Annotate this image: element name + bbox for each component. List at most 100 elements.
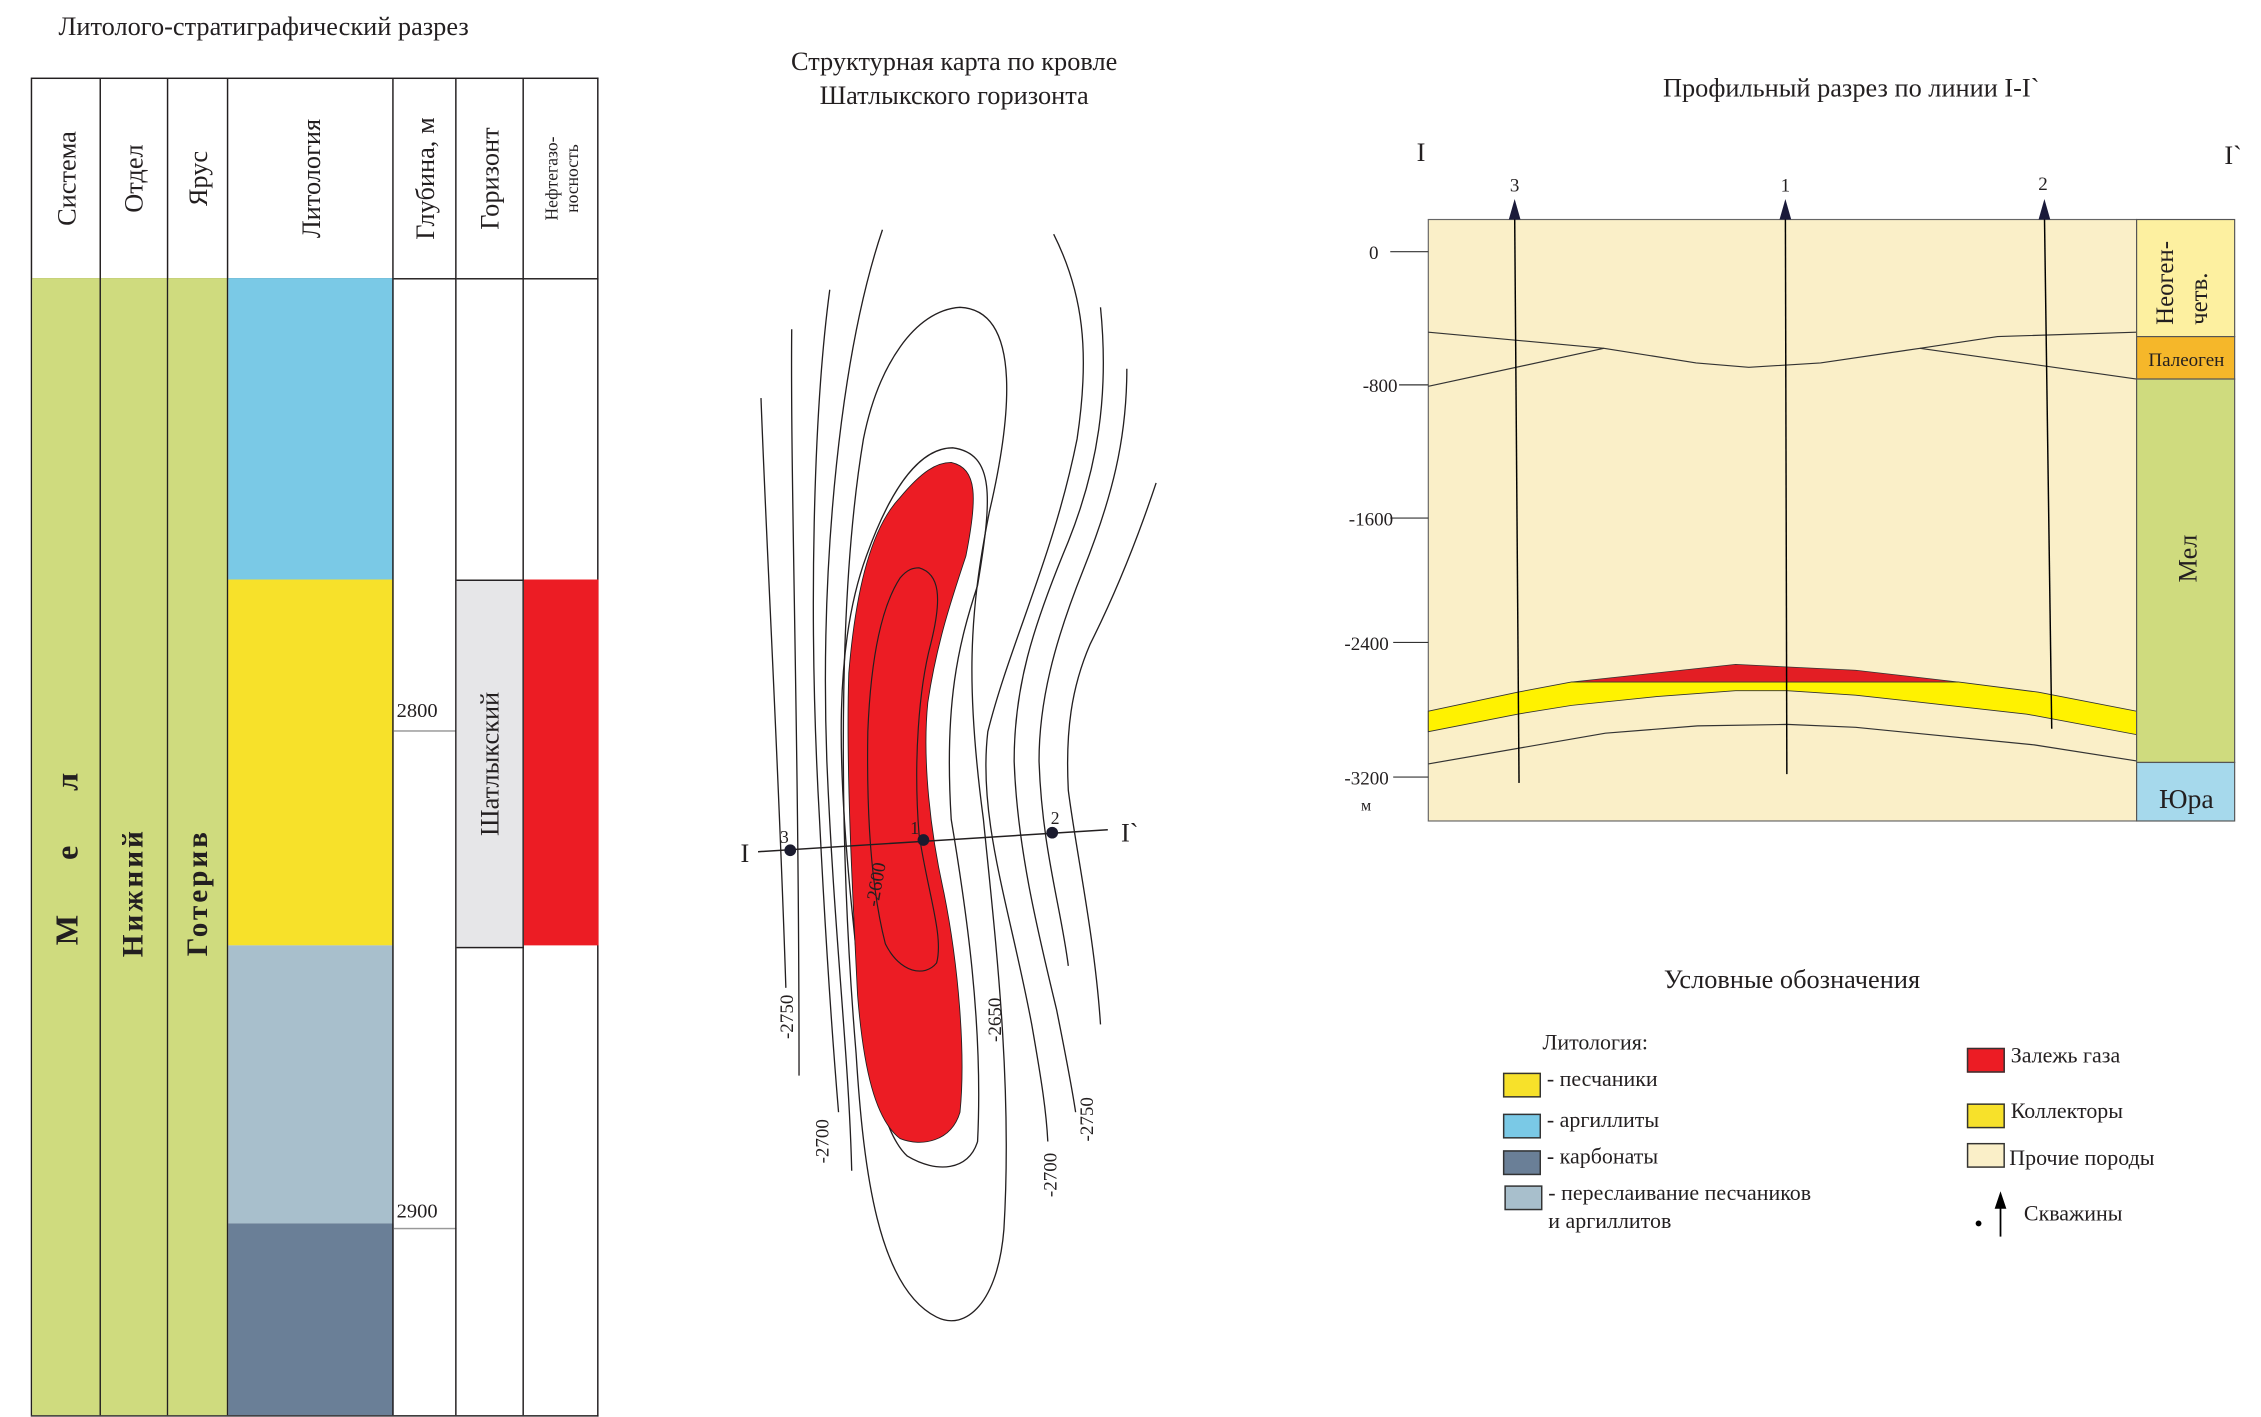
strat-table: Система М е л Отдел Нижний Ярус Готерив … [30,77,599,1417]
well-3 [1513,212,1520,783]
legend-title: Условные обозначения [1663,964,1921,994]
profile-well-3: 3 [1510,176,1520,197]
axis-tick-label: -800 [1363,376,1398,397]
column-horizon: Горизонт Шатлыкский [455,79,524,1416]
contour-line [824,229,884,1171]
legend-claystone: - аргиллиты [1546,1109,1660,1133]
profile-line-start: I [1417,138,1426,167]
horizon-line [1428,331,2137,368]
lithology-interbed [228,945,394,1224]
column-system: Система М е л [30,79,101,1416]
gas-interval [523,579,599,946]
contour-line [1038,368,1128,966]
contour-line [1013,307,1104,1113]
contour-line [842,306,1008,1322]
lithology-claystone [228,278,394,580]
strat-column-profile [2136,218,2236,822]
lithology-sandstone [228,579,394,946]
depth-tick [393,1227,457,1230]
legend-carbonate: - карбонаты [1546,1145,1659,1170]
well-arrow-icon [1508,199,1521,220]
contour-label: -2750 [1077,1097,1098,1141]
jurassic-block [2136,761,2236,822]
axis-unit: м [1361,798,1371,815]
profile-title: Профильный разрез по линии I-I` [1663,74,2039,103]
legend-swatch-carbonate [1502,1150,1541,1176]
contour-label: -2700 [1041,1153,1062,1197]
legend-other: Прочие породы [2009,1147,2155,1171]
legend-reservoir: Коллекторы [2010,1100,2124,1124]
map-title-1: Структурная карта по кровле [791,47,1117,76]
legend-interbed: - переслаивание песчаников [1548,1182,1812,1206]
legend-swatch-claystone [1502,1113,1541,1139]
legend-swatch-interbed [1504,1185,1543,1211]
contour-line [790,329,800,1076]
profile-line-end: I` [2224,141,2242,170]
column-depth: Глубина, м 2800 2900 [392,79,457,1416]
depth-2800: 2800 [396,700,438,723]
contour-label: -2650 [985,998,1006,1042]
jurassic-label: Юра [2159,784,2214,815]
contour-line [985,233,1085,1142]
contour-line [840,447,988,1168]
cretaceous-label: Мел [2174,535,2203,583]
profile-frame [1427,218,2138,822]
column-stage: Ярус Готерив [166,79,229,1416]
legend-sandstone: - песчаники [1546,1068,1658,1092]
contour-line [812,289,840,1113]
contour-line [1066,482,1157,1025]
profile-well-2: 2 [2038,174,2048,195]
axis-ticks [1390,251,1429,778]
legend-swatch-sandstone [1502,1072,1541,1098]
well-2 [2043,212,2053,729]
column-lithology: Литология [226,79,394,1416]
well-marker-1 [917,834,930,846]
gas-layer [1571,664,1959,683]
legend-wells: Скважины [2023,1202,2123,1227]
legend-interbed-cont: и аргиллитов [1548,1210,1672,1234]
wells [1513,212,2053,783]
contour-line [760,398,787,988]
legend-swatch-gas [1966,1047,2005,1073]
strat-title: Литолого-стратиграфический разрез [58,11,469,41]
paleogene-label: Палеоген [2148,350,2224,371]
cretaceous-block [2136,378,2236,764]
contour-label: -2700 [812,1119,833,1163]
legend-lithology-label: Литология: [1542,1031,1648,1056]
depth-2900: 2900 [396,1201,438,1224]
map-line-end: I` [1121,818,1139,847]
profile-well-1: 1 [1781,176,1791,197]
axis-tick-label: -3200 [1344,768,1388,789]
legend-gas: Залежь газа [2010,1044,2121,1069]
well-arrow-icon [2038,199,2051,220]
well-marker-2 [1046,826,1059,839]
well-arrow-icon [1779,199,1792,220]
axis-tick-label: -1600 [1349,509,1393,530]
well-marker-3 [784,844,797,857]
neogene-label-1: Неоген- [2152,241,2179,325]
column-series: Отдел Нижний [99,79,169,1416]
paleogene-block [2136,336,2236,380]
legend-swatch-other [1966,1142,2005,1168]
contour-label: -2750 [777,995,798,1039]
legend-swatch-reservoir [1966,1103,2005,1129]
gas-deposit [847,462,974,1143]
axis-tick-label: -2400 [1344,634,1388,655]
legend-well-dot-icon [1975,1220,1982,1227]
lithology-carbonate [228,1223,394,1416]
legend-well-arrow-icon [1994,1191,2007,1209]
map-line-start: I [740,839,749,868]
map-contours [760,229,1157,1322]
neogene-label-2: четв. [2186,273,2213,325]
depth-tick [393,730,457,732]
well-1 [1784,212,1788,775]
horizon-line [1919,347,2137,380]
column-oil-gas: Нефтегазо- носность [522,79,599,1416]
map-well-3: 3 [780,827,789,847]
map-well-2: 2 [1051,808,1060,828]
map-title-2: Шатлыкского горизонта [820,81,1089,110]
axis-tick-label: 0 [1369,243,1379,264]
contour-2600 [867,567,940,972]
